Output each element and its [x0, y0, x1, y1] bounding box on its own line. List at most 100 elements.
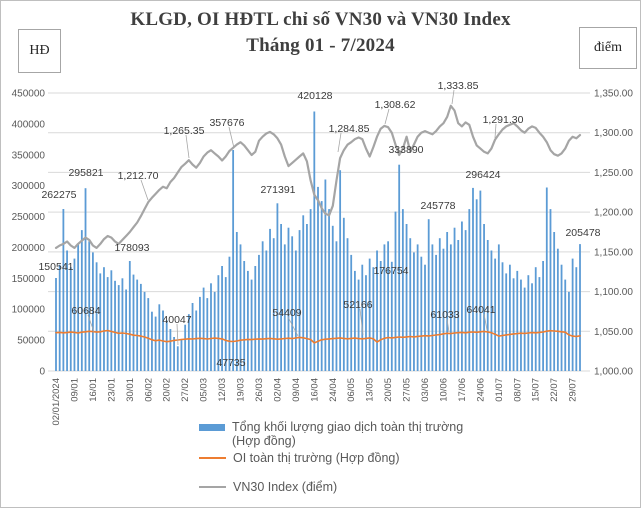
volume-bar [243, 261, 246, 371]
volume-bar [191, 303, 194, 371]
volume-bar [453, 227, 456, 371]
left-axis-tick-label: 0 [39, 367, 45, 378]
x-axis-tick-label: 16/01 [88, 378, 99, 402]
x-axis-tick-label: 27/02 [180, 378, 191, 402]
annotation-leader-line [337, 132, 342, 153]
right-axis-unit-label: điểm [594, 40, 622, 55]
volume-bar [449, 244, 452, 371]
annotation-leader-line [185, 134, 190, 159]
annotation-leader-line [176, 323, 179, 346]
right-axis-tick-label: 1,250.00 [594, 168, 633, 179]
data-label: 1,333.85 [438, 80, 479, 92]
x-axis-tick-label: 09/01 [69, 378, 80, 402]
volume-bar [446, 232, 449, 371]
volume-bar [58, 264, 61, 371]
volume-bar [246, 270, 249, 371]
volume-bar [571, 258, 574, 371]
volume-bar [354, 270, 356, 371]
left-axis-tick-label: 200000 [12, 243, 46, 254]
volume-bar [520, 279, 522, 371]
x-axis-tick-label: 09/04 [291, 378, 302, 402]
volume-bar [132, 274, 135, 371]
volume-bar [486, 240, 489, 371]
volume-bar [173, 337, 175, 371]
volume-bar [383, 244, 386, 371]
volume-bar [538, 277, 541, 371]
annotation-leader-line [384, 108, 390, 125]
oi-line [55, 329, 581, 344]
volume-bar [84, 188, 87, 371]
volume-bar [531, 283, 533, 371]
x-axis-tick-label: 13/05 [365, 378, 376, 402]
data-label: 54409 [272, 307, 301, 319]
volume-bar [235, 232, 238, 371]
volume-bar [379, 261, 382, 371]
volume-bar [176, 346, 179, 371]
volume-bar [117, 285, 120, 371]
volume-bar [505, 273, 508, 371]
x-axis-tick-label: 19/03 [236, 378, 247, 402]
volume-bar [103, 267, 105, 371]
annotation-leader-line [287, 316, 299, 337]
volume-bar-swatch [199, 424, 225, 431]
volume-bar [424, 264, 426, 371]
right-axis-tick-label: 1,050.00 [594, 327, 633, 338]
legend: Tổng khối lượng giao dịch toàn thị trườn… [199, 420, 463, 497]
volume-bar [92, 252, 94, 371]
volume-bar [169, 329, 172, 371]
volume-bar [228, 256, 231, 371]
data-label: 150541 [38, 261, 73, 273]
volume-bar [501, 262, 504, 371]
x-axis-tick-label: 29/07 [568, 378, 579, 402]
volume-bar [490, 250, 493, 371]
volume-bar [398, 164, 401, 371]
volume-bar [195, 310, 198, 371]
left-axis-unit-box: HĐ [18, 29, 61, 73]
data-label: 60684 [71, 305, 100, 317]
annotation-leader-line [446, 318, 450, 333]
volume-bar [187, 314, 190, 371]
x-axis-tick-label: 30/01 [125, 378, 136, 402]
volume-bar [276, 203, 279, 371]
volume-bar [221, 266, 223, 371]
volume-bar [494, 258, 497, 371]
volume-bar [568, 291, 570, 371]
volume-bar [401, 209, 404, 371]
data-label: 178093 [114, 242, 149, 254]
x-axis-tick-label: 26/03 [254, 378, 265, 402]
data-label: 64041 [466, 304, 495, 316]
volume-bar [88, 241, 91, 371]
x-axis-tick-label: 05/03 [199, 378, 210, 402]
vn30-line-swatch [199, 486, 226, 488]
volume-bar [497, 244, 500, 371]
volume-bar [545, 187, 548, 371]
volume-bar [431, 244, 434, 371]
volume-bar [475, 199, 478, 371]
left-axis-tick-label: 450000 [12, 89, 46, 100]
x-axis-tick-label: 08/07 [512, 378, 523, 402]
volume-bar [549, 209, 552, 371]
chart-title-line2: Tháng 01 - 7/2024 [246, 35, 395, 56]
volume-bar [143, 291, 146, 371]
volume-bar [376, 250, 378, 371]
annotation-leader-line [87, 314, 95, 333]
data-label: 1,265.35 [164, 125, 205, 137]
right-axis-tick-label: 1,100.00 [594, 287, 633, 298]
volume-bar [106, 277, 109, 371]
volume-bar [483, 224, 485, 371]
volume-bar [368, 258, 371, 371]
volume-bar [73, 258, 76, 371]
x-axis-tick-label: 20/05 [383, 378, 394, 402]
data-label: 295821 [68, 167, 103, 179]
volume-bar [508, 264, 511, 371]
data-label: 205478 [565, 227, 600, 239]
volume-bar [184, 324, 187, 371]
volume-bar [80, 230, 83, 371]
volume-bar [151, 311, 153, 371]
volume-bar [110, 270, 113, 371]
volume-bar [523, 287, 526, 371]
volume-bar [556, 248, 559, 371]
data-label: 245778 [420, 200, 455, 212]
volume-bar [346, 238, 349, 371]
